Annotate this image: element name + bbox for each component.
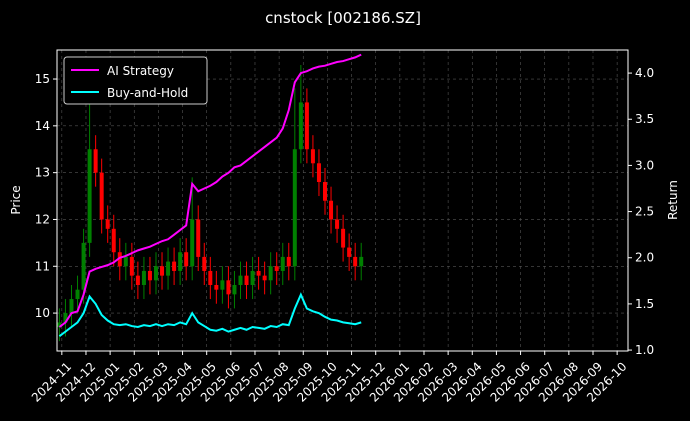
candle-body: [190, 219, 195, 267]
candle-body: [347, 247, 352, 257]
candle-body: [256, 270, 261, 276]
candle-body: [268, 266, 273, 281]
candle-body: [93, 149, 98, 173]
candle-body: [196, 219, 201, 257]
candle-body: [208, 270, 213, 285]
candle-body: [57, 322, 62, 328]
candle-body: [329, 200, 334, 220]
y-tick-label: 12: [35, 212, 50, 226]
y-tick-label: 11: [35, 259, 50, 273]
candle-body: [298, 102, 303, 150]
y-tick-label: 10: [35, 306, 50, 320]
y-tick-label: 13: [35, 166, 50, 180]
candle-body: [214, 284, 219, 290]
candle-body: [310, 149, 315, 164]
series-line: [58, 292, 362, 338]
candle-body: [232, 284, 237, 295]
y-tick-label: 14: [35, 119, 50, 133]
legend-label: Buy-and-Hold: [107, 86, 188, 100]
candle-body: [286, 256, 291, 267]
candle-body: [105, 219, 110, 229]
candle-body: [353, 256, 358, 267]
candle-body: [244, 275, 249, 285]
candle-body: [274, 266, 279, 271]
candle-body: [135, 275, 140, 285]
y2-tick-label: 1.0: [635, 343, 654, 357]
candle-body: [220, 280, 225, 290]
candle-body: [75, 289, 80, 300]
candle-body: [129, 256, 134, 276]
candle-body: [359, 256, 364, 267]
legend-label: AI Strategy: [107, 64, 174, 78]
candle-body: [147, 270, 152, 281]
candle-body: [166, 261, 171, 276]
y2-tick-label: 1.5: [635, 297, 654, 311]
candle-body: [123, 256, 128, 267]
candle-body: [341, 228, 346, 248]
y2-tick-label: 2.5: [635, 205, 654, 219]
y2-tick-label: 3.5: [635, 112, 654, 126]
candle-body: [63, 313, 68, 323]
candle-body: [226, 280, 231, 295]
candle-body: [202, 256, 207, 271]
y2-tick-label: 4.0: [635, 66, 654, 80]
y-tick-label: 15: [35, 72, 50, 86]
candle-body: [141, 270, 146, 285]
candle-body: [160, 266, 165, 276]
candle-body: [316, 163, 321, 183]
candle-body: [81, 242, 86, 290]
y-axis-label: Price: [9, 185, 23, 214]
candle-body: [238, 275, 243, 285]
candle-body: [111, 228, 116, 253]
candle-body: [178, 252, 183, 271]
plot-frame: [56, 49, 629, 352]
candle-body: [250, 270, 255, 285]
series-line: [58, 53, 362, 328]
candle-body: [153, 266, 158, 281]
y2-axis-label: Return: [666, 180, 680, 220]
candle-body: [172, 261, 177, 271]
y2-tick-label: 3.0: [635, 158, 654, 172]
candle-body: [184, 252, 189, 267]
candle-body: [87, 149, 92, 243]
candle-body: [292, 149, 297, 267]
legend-box: [63, 56, 208, 105]
candle-body: [117, 252, 122, 267]
chart-title: cnstock [002186.SZ]: [265, 9, 421, 27]
candle-body: [280, 256, 285, 271]
candle-body: [304, 102, 309, 150]
candle-body: [322, 182, 327, 201]
candle-body: [335, 219, 340, 229]
candle-body: [99, 172, 104, 220]
y2-tick-label: 2.0: [635, 251, 654, 265]
candle-body: [262, 275, 267, 281]
candle-body: [69, 299, 74, 314]
